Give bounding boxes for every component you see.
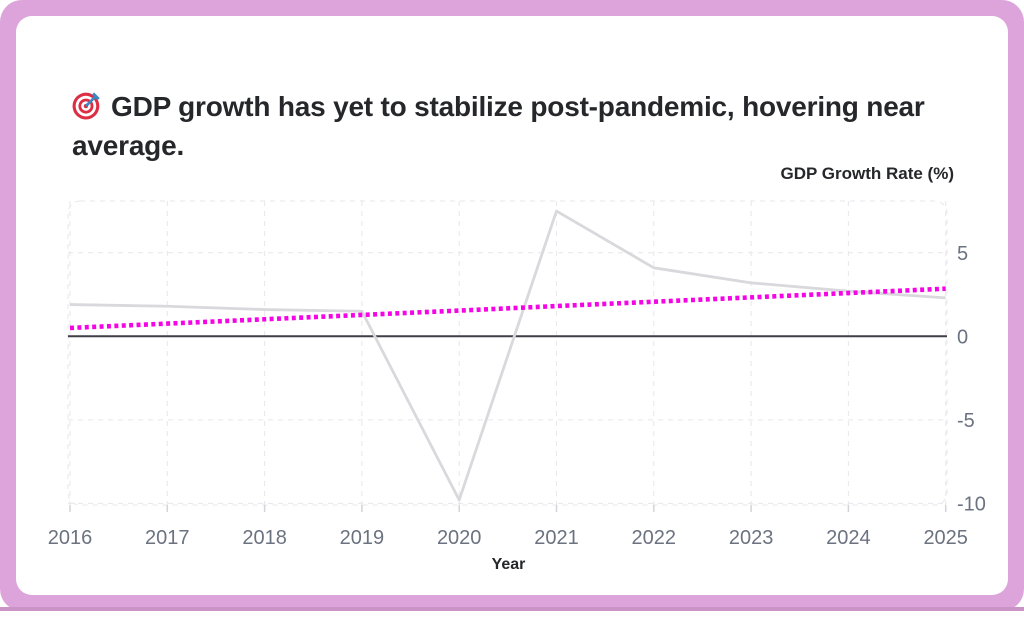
x-tick-label: 2017 xyxy=(145,527,190,549)
x-tick-label: 2025 xyxy=(923,527,968,549)
x-tick-label: 2024 xyxy=(826,527,871,549)
x-tick-label: 2018 xyxy=(242,527,287,549)
gdp-growth-chart[interactable]: 2016 2017 2018 2019 2020 2021 2022 2023 2024 2025… xyxy=(16,16,1024,627)
gdp-growth-line xyxy=(69,209,946,502)
x-axis-title: Year xyxy=(491,556,526,573)
chart-title-text: GDP growth has yet to stabilize post-pan… xyxy=(111,90,925,122)
chart-title-line-2: average. xyxy=(72,129,185,161)
y-tick-label: -5 xyxy=(957,410,975,432)
x-tick-label: 2016 xyxy=(48,527,93,549)
chart-title-line-1: GDP growth has yet to stabilize post-pan… xyxy=(72,87,982,126)
x-tick-label: 2021 xyxy=(534,527,579,549)
y-tick-label: 0 xyxy=(957,326,968,348)
bottom-edge-shadow xyxy=(0,607,1024,611)
x-tick-label: 2022 xyxy=(632,527,677,549)
x-tick-label: 2023 xyxy=(729,527,774,549)
chart-title: GDP growth has yet to stabilize post-pan… xyxy=(72,87,982,165)
y-axis-title: GDP Growth Rate (%) xyxy=(780,164,954,183)
x-tick-label: 2020 xyxy=(437,527,482,549)
chart-card: GDP growth has yet to stabilize post-pan… xyxy=(16,16,1008,595)
trend-line xyxy=(69,286,946,331)
plot-frame xyxy=(67,200,948,506)
x-tick-label: 2019 xyxy=(340,527,385,549)
y-tick-label: -10 xyxy=(957,493,986,515)
y-tick-label: 5 xyxy=(957,243,968,265)
target-emoji-icon xyxy=(72,92,100,120)
